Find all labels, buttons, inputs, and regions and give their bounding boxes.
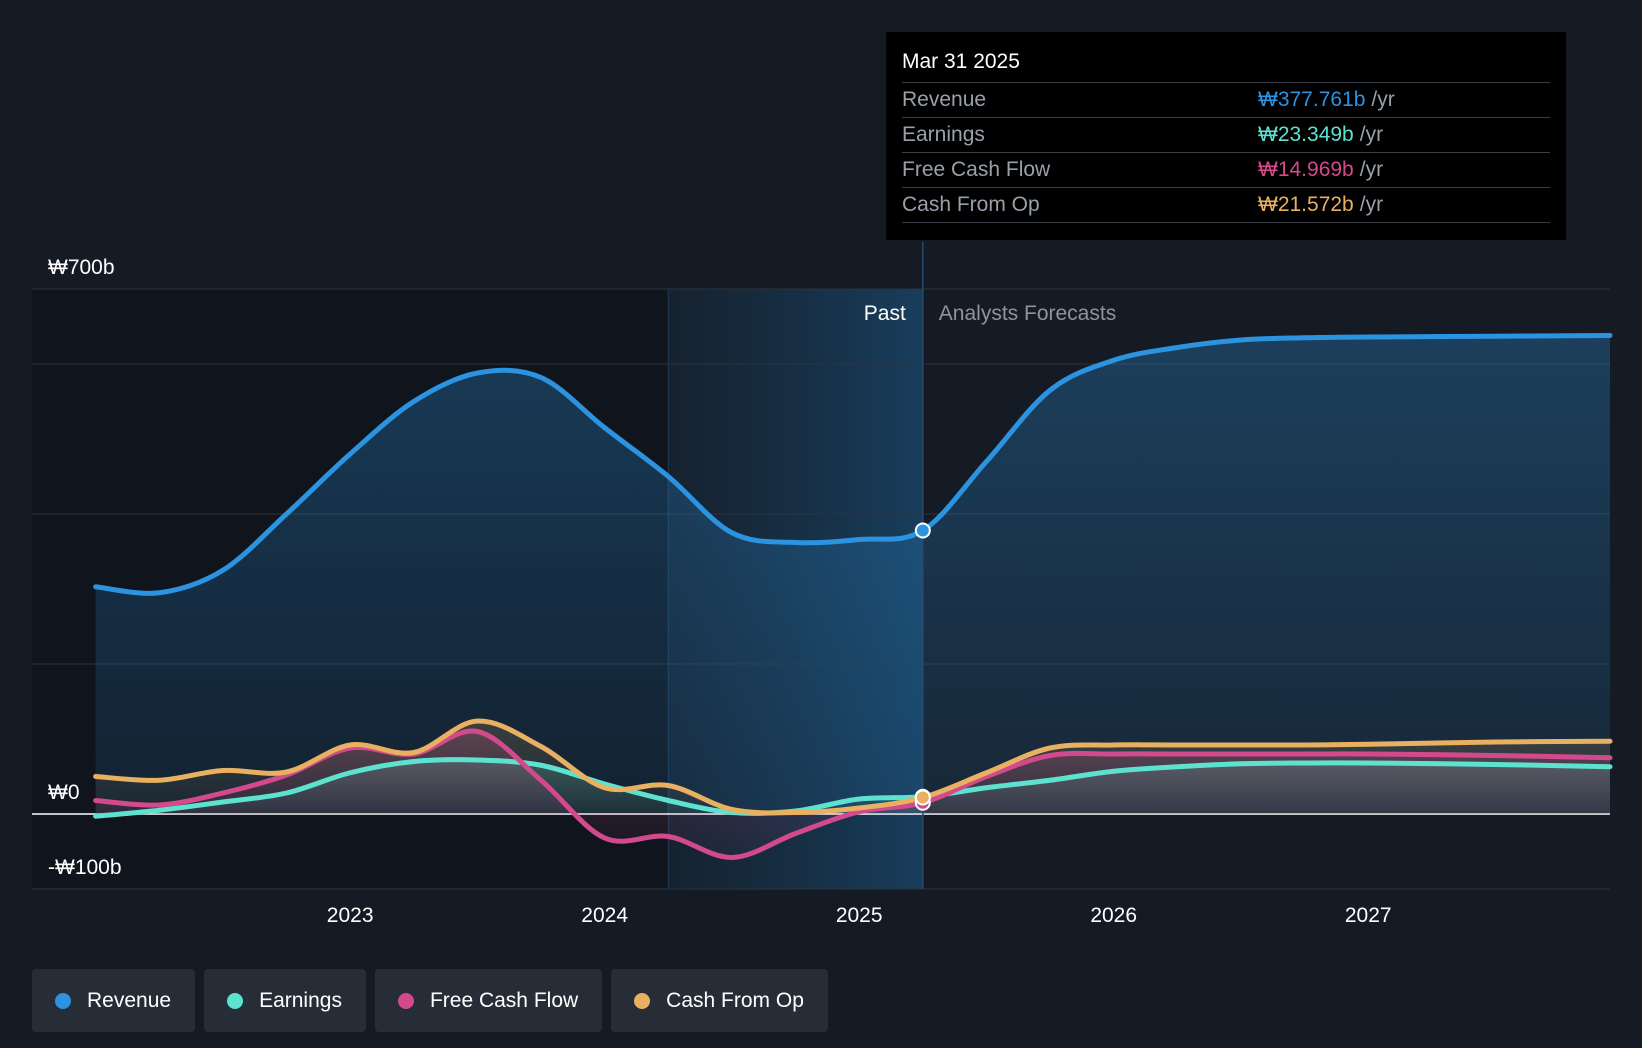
x-tick-label: 2025 [836, 904, 883, 927]
earnings-value: ₩23.349b [1258, 123, 1354, 146]
x-tick-label: 2024 [581, 904, 628, 927]
legend-item-earnings[interactable]: Earnings [204, 969, 366, 1032]
cash-from-op-value: ₩21.572b [1258, 193, 1354, 216]
y-tick-label: -₩100b [48, 856, 122, 879]
legend-label: Free Cash Flow [429, 988, 579, 1012]
legend: Revenue Earnings Free Cash Flow Cash Fro… [32, 969, 828, 1032]
revenue-value: ₩377.761b [1258, 88, 1366, 111]
tooltip-value: ₩377.761b/yr [1258, 88, 1395, 112]
revenue-dot-icon [55, 992, 71, 1009]
past-label: Past [864, 302, 906, 325]
unit-label: /yr [1359, 158, 1384, 181]
legend-label: Cash From Op [666, 988, 804, 1012]
cash-from-op-line [93, 718, 1613, 816]
revenue-area [95, 335, 1611, 814]
tooltip-row-free-cash-flow: Free Cash Flow ₩14.969b/yr [902, 152, 1550, 187]
tooltip: Mar 31 2025 Revenue ₩377.761b/yr Earning… [886, 32, 1566, 240]
revenue-line [93, 333, 1613, 596]
free-cash-flow-value: ₩14.969b [1258, 158, 1354, 181]
tooltip-value: ₩14.969b/yr [1258, 158, 1383, 182]
unit-label: /yr [1371, 88, 1395, 111]
legend-item-cash-from-op[interactable]: Cash From Op [611, 969, 828, 1032]
tooltip-value: ₩21.572b/yr [1258, 193, 1383, 217]
tooltip-value: ₩23.349b/yr [1258, 123, 1383, 147]
tooltip-row-earnings: Earnings ₩23.349b/yr [902, 117, 1550, 152]
revenue-marker [914, 522, 931, 539]
tooltip-label: Revenue [902, 88, 987, 111]
tooltip-label: Free Cash Flow [902, 158, 1051, 181]
tooltip-row-revenue: Revenue ₩377.761b/yr [902, 82, 1550, 117]
legend-label: Revenue [87, 988, 172, 1012]
y-tick-label: ₩700b [48, 256, 115, 279]
x-tick-label: 2023 [327, 904, 374, 927]
free-cash-flow-dot-icon [397, 992, 414, 1009]
cash-from-op-dot-icon [634, 992, 651, 1009]
legend-item-revenue[interactable]: Revenue [32, 969, 196, 1032]
tooltip-label: Cash From Op [902, 193, 1040, 216]
cash-from-op-area [95, 720, 1611, 814]
x-tick-label: 2027 [1345, 904, 1392, 927]
tooltip-label: Earnings [902, 123, 985, 146]
cash-from-op-marker [914, 789, 931, 806]
legend-item-free-cash-flow[interactable]: Free Cash Flow [374, 969, 603, 1032]
tooltip-row-cash-from-op: Cash From Op ₩21.572b/yr [902, 187, 1550, 223]
legend-label: Earnings [259, 988, 342, 1012]
earnings-dot-icon [227, 992, 244, 1009]
unit-label: /yr [1359, 123, 1384, 146]
unit-label: /yr [1359, 193, 1384, 216]
x-tick-label: 2026 [1090, 904, 1137, 927]
tooltip-date: Mar 31 2025 [902, 50, 1020, 73]
forecast-label: Analysts Forecasts [939, 302, 1116, 325]
y-tick-label: ₩0 [48, 781, 80, 804]
